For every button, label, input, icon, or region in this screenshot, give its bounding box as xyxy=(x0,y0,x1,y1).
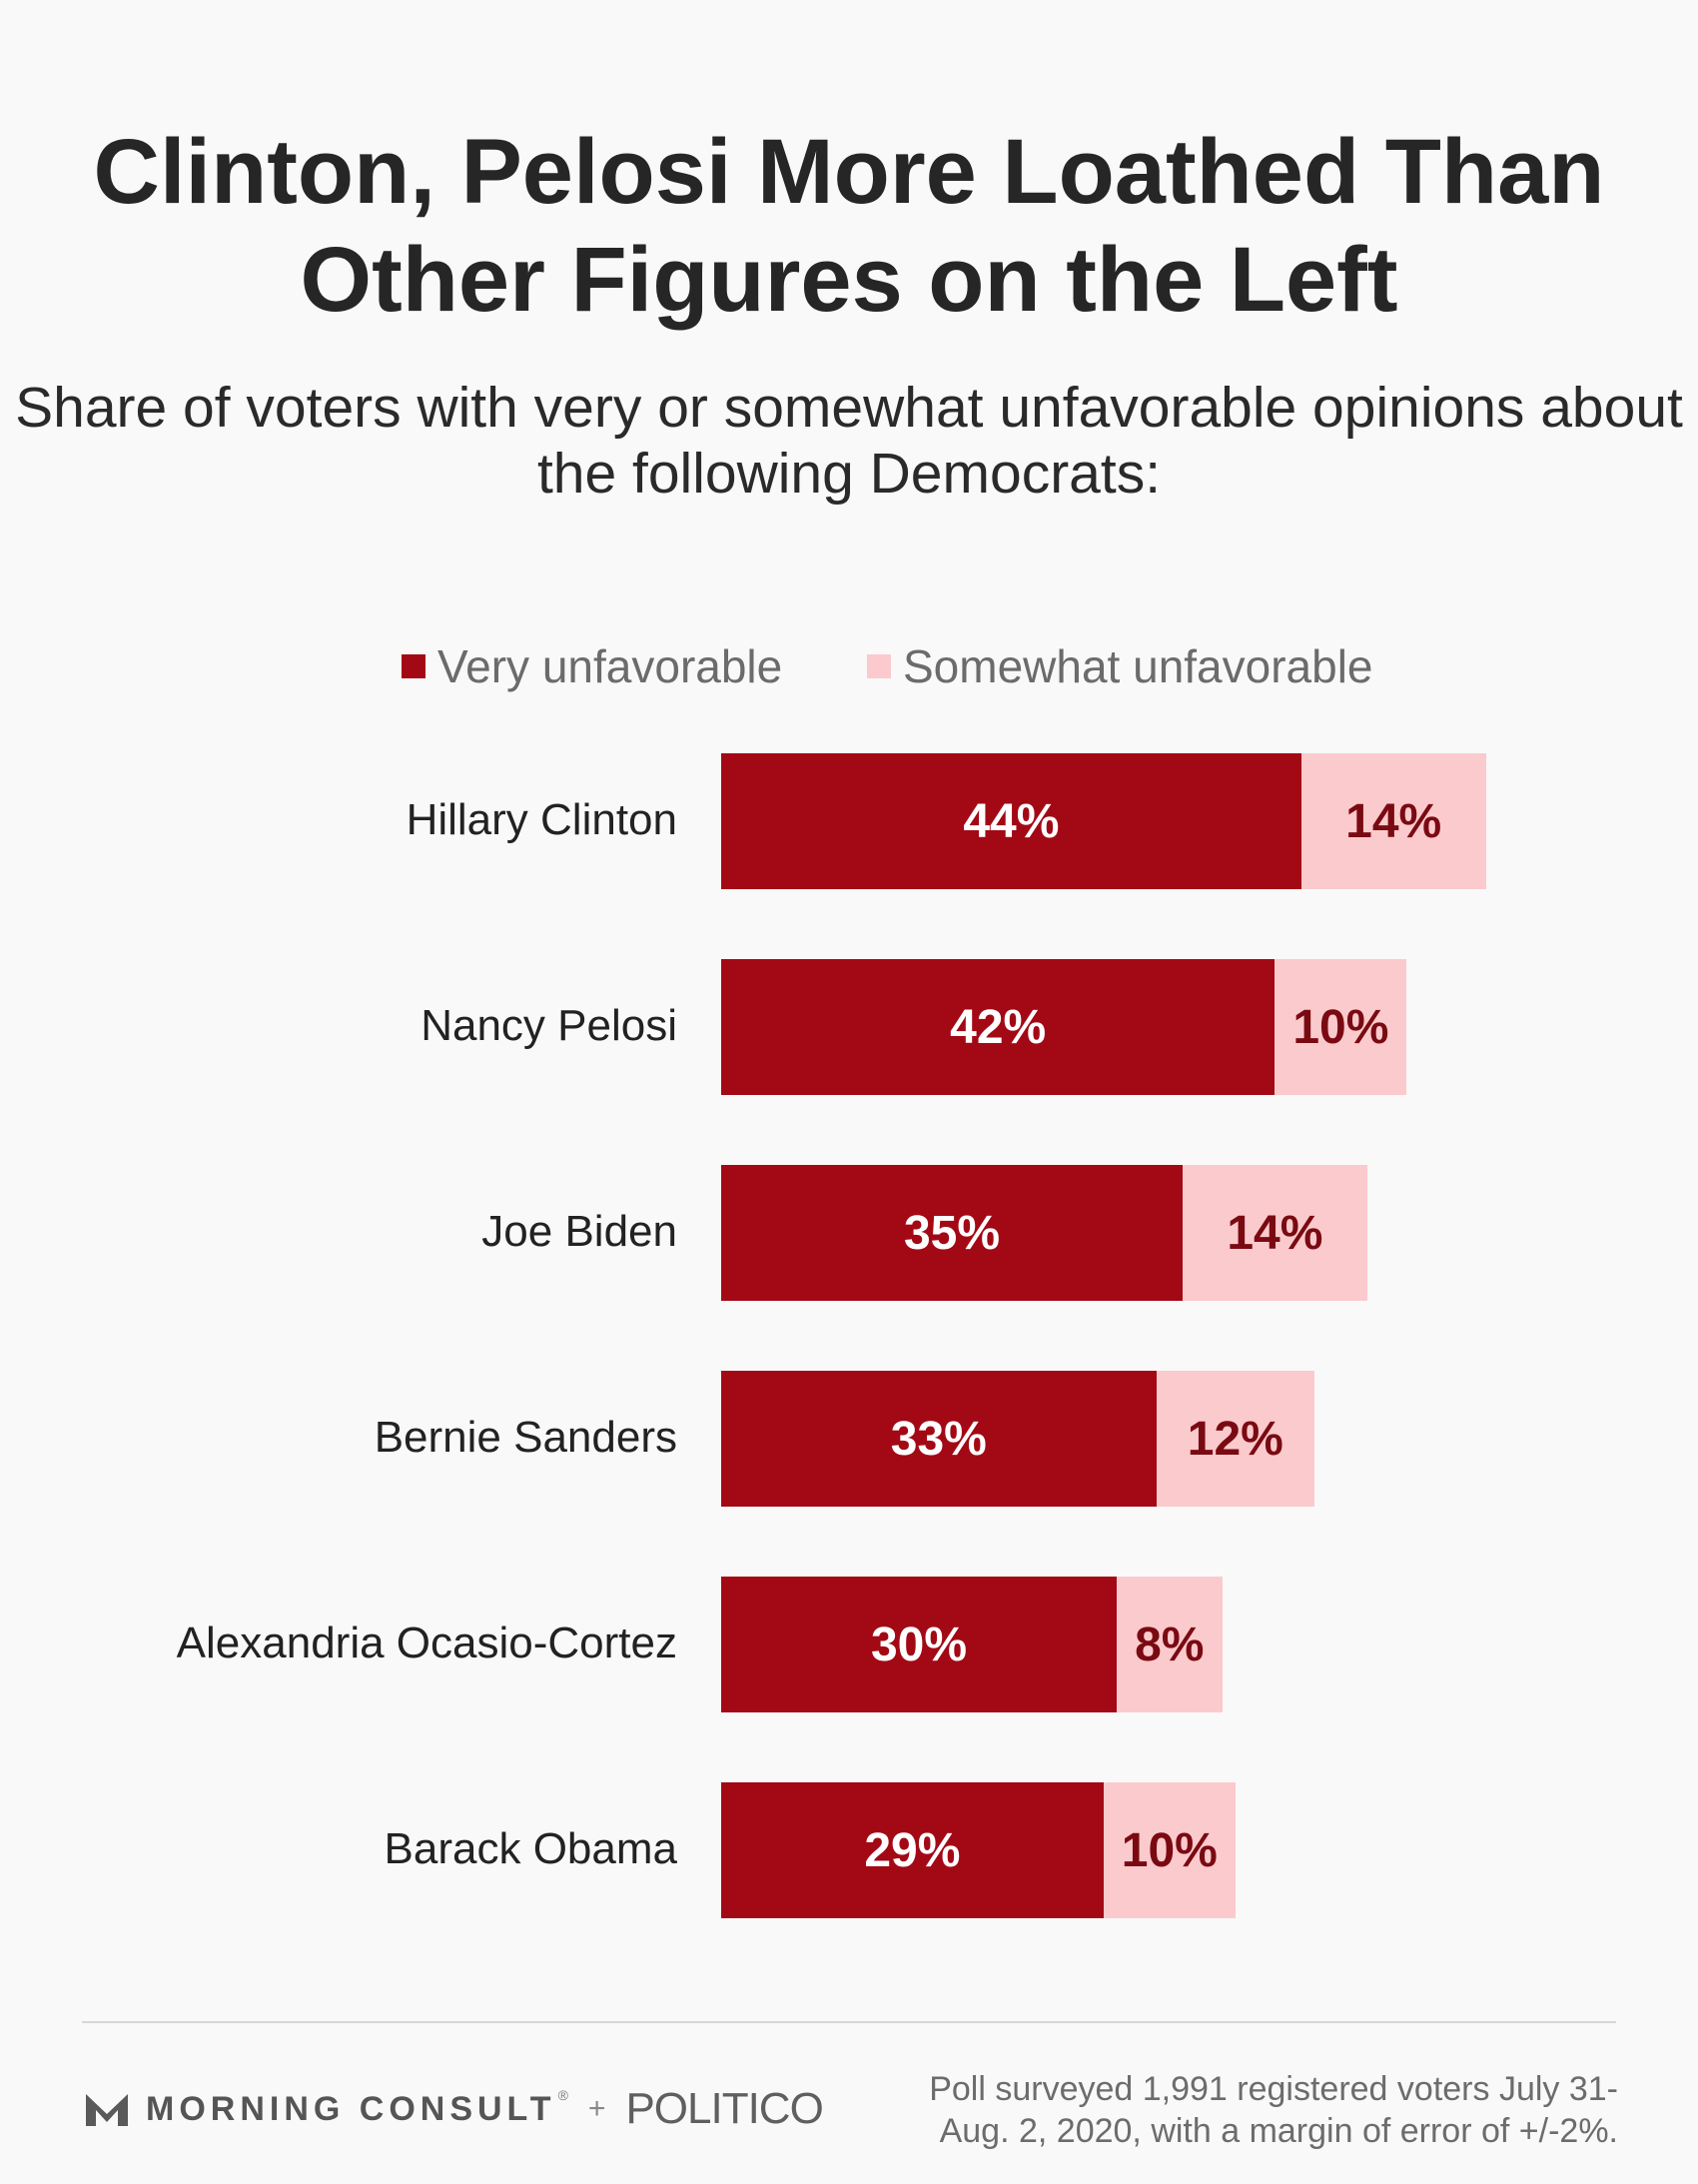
data-label: 33% xyxy=(890,1412,987,1466)
data-label: 29% xyxy=(864,1823,961,1877)
chart-subtitle: Share of voters with very or somewhat un… xyxy=(15,376,1683,506)
bar-somewhat-unfavorable: 8% xyxy=(1117,1577,1223,1712)
category-label: Nancy Pelosi xyxy=(421,1001,677,1050)
category-label: Bernie Sanders xyxy=(374,1413,677,1462)
footer-logos: MORNING CONSULT ® + POLITICO xyxy=(86,2084,824,2134)
brand-registered-mark: ® xyxy=(557,2087,568,2103)
brand-name: MORNING CONSULT xyxy=(146,2089,556,2128)
data-label: 12% xyxy=(1187,1412,1283,1466)
methodology-note: Poll surveyed 1,991 registered voters Ju… xyxy=(929,2070,1618,2150)
data-label: 10% xyxy=(1292,1000,1389,1054)
bar-very-unfavorable: 35% xyxy=(721,1165,1183,1301)
legend-label-somewhat: Somewhat unfavorable xyxy=(903,640,1373,692)
category-label: Joe Biden xyxy=(481,1207,677,1256)
bar-somewhat-unfavorable: 12% xyxy=(1156,1371,1314,1507)
legend-swatch-very xyxy=(402,654,425,678)
bar-very-unfavorable: 30% xyxy=(721,1577,1117,1712)
category-label: Barack Obama xyxy=(384,1824,677,1873)
data-label: 14% xyxy=(1345,794,1442,848)
category-label: Hillary Clinton xyxy=(406,795,677,844)
data-label: 8% xyxy=(1135,1618,1205,1671)
bar-somewhat-unfavorable: 10% xyxy=(1274,959,1407,1095)
data-label: 42% xyxy=(950,1000,1047,1054)
legend-item-very: Very unfavorable xyxy=(402,639,782,693)
brand-separator: + xyxy=(587,2092,606,2125)
data-label: 10% xyxy=(1121,1823,1218,1877)
data-label: 44% xyxy=(963,794,1060,848)
data-label: 14% xyxy=(1227,1206,1323,1260)
legend-label-very: Very unfavorable xyxy=(437,640,783,692)
morning-consult-m-icon xyxy=(86,2094,128,2126)
bar-very-unfavorable: 33% xyxy=(721,1371,1157,1507)
bar-very-unfavorable: 44% xyxy=(721,753,1301,889)
legend-item-somewhat: Somewhat unfavorable xyxy=(867,639,1373,693)
chart-title: Clinton, Pelosi More Loathed Than Other … xyxy=(93,121,1605,331)
bar-very-unfavorable: 42% xyxy=(721,959,1275,1095)
bar-somewhat-unfavorable: 14% xyxy=(1300,753,1486,889)
partner-name: POLITICO xyxy=(625,2084,823,2133)
footer-divider xyxy=(82,2021,1616,2023)
bar-very-unfavorable: 29% xyxy=(721,1782,1104,1918)
data-label: 30% xyxy=(870,1618,968,1671)
bar-somewhat-unfavorable: 10% xyxy=(1103,1782,1236,1918)
data-label: 35% xyxy=(903,1206,1001,1260)
bar-somewhat-unfavorable: 14% xyxy=(1183,1165,1367,1301)
category-label: Alexandria Ocasio-Cortez xyxy=(176,1619,677,1667)
legend-swatch-somewhat xyxy=(867,654,891,678)
